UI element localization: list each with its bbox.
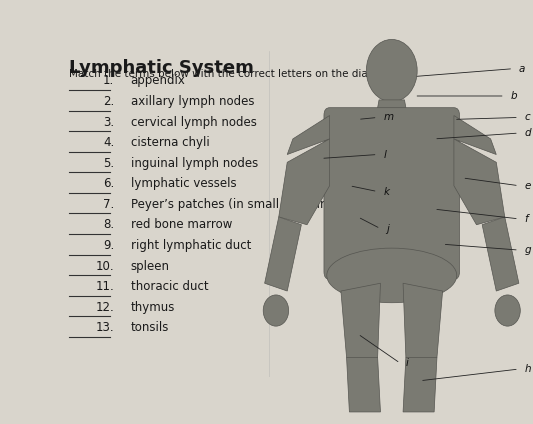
Text: c: c: [524, 112, 530, 123]
Text: appendix: appendix: [131, 75, 185, 87]
Text: tonsils: tonsils: [131, 321, 169, 334]
Text: g: g: [524, 245, 531, 255]
Polygon shape: [376, 100, 407, 115]
Polygon shape: [287, 115, 329, 154]
Polygon shape: [279, 139, 329, 225]
Ellipse shape: [327, 248, 457, 303]
Text: lymphatic vessels: lymphatic vessels: [131, 177, 236, 190]
Polygon shape: [454, 139, 505, 225]
Text: Peyer’s patches (in small intestine): Peyer’s patches (in small intestine): [131, 198, 339, 211]
Polygon shape: [403, 283, 442, 357]
Text: right lymphatic duct: right lymphatic duct: [131, 239, 251, 252]
Text: j: j: [386, 223, 389, 234]
Text: Match the terms below with the correct letters on the diagram.: Match the terms below with the correct l…: [69, 69, 398, 79]
Text: 2.: 2.: [103, 95, 114, 108]
FancyBboxPatch shape: [324, 108, 459, 279]
Text: m: m: [383, 112, 393, 123]
Text: spleen: spleen: [131, 259, 169, 273]
Text: k: k: [383, 187, 389, 197]
Text: 11.: 11.: [95, 280, 114, 293]
Text: 6.: 6.: [103, 177, 114, 190]
Text: i: i: [406, 358, 409, 368]
Text: 10.: 10.: [95, 259, 114, 273]
Ellipse shape: [495, 295, 520, 326]
Polygon shape: [264, 217, 301, 291]
Text: axillary lymph nodes: axillary lymph nodes: [131, 95, 254, 108]
Ellipse shape: [366, 39, 417, 102]
Text: d: d: [524, 128, 531, 138]
Text: thoracic duct: thoracic duct: [131, 280, 208, 293]
Text: 1.: 1.: [103, 75, 114, 87]
Text: red bone marrow: red bone marrow: [131, 218, 232, 232]
Text: cervical lymph nodes: cervical lymph nodes: [131, 116, 256, 128]
Text: 8.: 8.: [103, 218, 114, 232]
Text: cisterna chyli: cisterna chyli: [131, 136, 209, 149]
Text: 9.: 9.: [103, 239, 114, 252]
Text: thymus: thymus: [131, 301, 175, 314]
Polygon shape: [454, 115, 496, 154]
Text: h: h: [524, 364, 531, 374]
Text: a: a: [519, 64, 525, 74]
Text: inguinal lymph nodes: inguinal lymph nodes: [131, 157, 258, 170]
Text: 5.: 5.: [103, 157, 114, 170]
Polygon shape: [482, 217, 519, 291]
Text: e: e: [524, 181, 531, 191]
Text: 3.: 3.: [103, 116, 114, 128]
Text: b: b: [511, 91, 517, 101]
Ellipse shape: [263, 295, 289, 326]
Polygon shape: [403, 357, 437, 412]
Text: 12.: 12.: [95, 301, 114, 314]
Text: 4.: 4.: [103, 136, 114, 149]
Polygon shape: [341, 283, 381, 357]
Text: 13.: 13.: [95, 321, 114, 334]
Text: Lymphatic System: Lymphatic System: [69, 59, 254, 77]
Text: 7.: 7.: [103, 198, 114, 211]
Text: f: f: [524, 214, 528, 224]
Text: l: l: [383, 150, 386, 159]
Polygon shape: [346, 357, 381, 412]
